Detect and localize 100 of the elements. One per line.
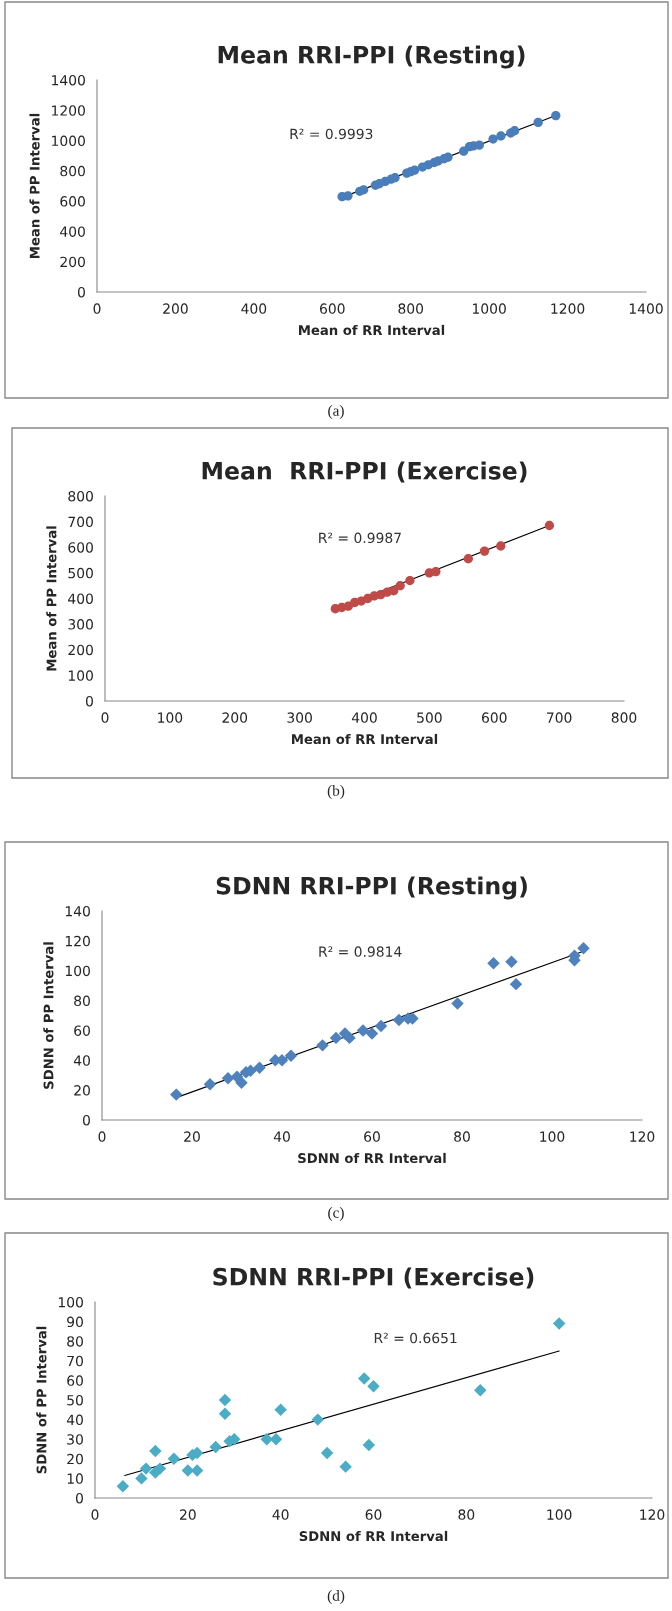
x-tick-label: 0 [98, 1131, 106, 1142]
x-tick-label: 0 [101, 712, 109, 723]
point [479, 546, 490, 556]
y-tick-label: 140 [65, 905, 90, 917]
y-axis-title: SDNN of PP Interval [36, 1326, 47, 1474]
y-tick-label: 120 [65, 935, 90, 947]
y-tick-label: 80 [74, 995, 90, 1007]
text: (d) [327, 1590, 345, 1604]
point [235, 1076, 248, 1089]
x-axis-title: SDNN of RR Interval [299, 1530, 448, 1542]
point [392, 1013, 406, 1027]
y-tick-label: 1000 [52, 135, 85, 147]
point [496, 131, 506, 141]
y-tick-label: 20 [67, 1453, 83, 1465]
x-tick-label: 40 [272, 1509, 289, 1520]
y-tick-label: 500 [68, 567, 93, 579]
y-tick-label: 60 [74, 1025, 90, 1036]
point [359, 185, 369, 195]
point [544, 520, 555, 531]
y-tick-label: 10 [67, 1473, 83, 1484]
point [218, 1407, 232, 1420]
x-tick-label: 800 [398, 303, 424, 314]
point [367, 1380, 380, 1393]
x-tick-label: 400 [241, 303, 267, 314]
y-tick-label: 100 [68, 670, 93, 681]
point [218, 1393, 232, 1407]
text: (a) [328, 405, 344, 419]
x-tick-label: 1200 [551, 303, 585, 314]
point [320, 1446, 334, 1460]
x-tick-label: 40 [273, 1131, 290, 1142]
x-tick-label: 200 [222, 712, 248, 723]
point [362, 1438, 376, 1452]
y-tick-label: 80 [67, 1336, 83, 1347]
x-tick-label: 20 [180, 1509, 196, 1520]
y-tick-label: 90 [67, 1316, 83, 1328]
y-tick-label: 0 [77, 286, 85, 298]
point [358, 1372, 371, 1385]
point [374, 1019, 388, 1033]
point [316, 1039, 329, 1052]
point [190, 1464, 204, 1477]
x-tick-label: 500 [417, 712, 442, 723]
chart-title: Mean RRI-PPI (Exercise) [202, 461, 527, 483]
y-tick-label: 700 [68, 516, 93, 528]
point [488, 134, 498, 144]
point [463, 554, 473, 564]
point [505, 955, 518, 968]
point [149, 1444, 162, 1458]
x-tick-label: 600 [481, 712, 507, 723]
point [443, 152, 453, 162]
chart-title: SDNN RRI-PPI (Resting) [216, 876, 527, 900]
x-axis-title: Mean of RR Interval [292, 733, 438, 745]
x-tick-label: 100 [540, 1131, 565, 1142]
y-tick-label: 600 [60, 196, 85, 207]
annotation: R² = 0.9993 [290, 128, 373, 140]
x-tick-label: 200 [163, 303, 188, 314]
point [343, 191, 353, 201]
x-tick-label: 0 [93, 303, 101, 314]
point [431, 566, 441, 577]
x-axis-title: SDNN of RR Interval [298, 1152, 446, 1164]
point [487, 957, 500, 970]
y-tick-label: 20 [74, 1085, 90, 1096]
point [339, 1460, 352, 1473]
y-tick-label: 0 [75, 1492, 83, 1504]
y-tick-label: 70 [67, 1355, 83, 1367]
point [284, 1049, 298, 1063]
point [167, 1452, 181, 1466]
y-tick-label: 60 [67, 1375, 83, 1386]
x-tick-label: 300 [287, 712, 312, 723]
y-tick-label: 100 [58, 1296, 83, 1308]
y-tick-label: 800 [60, 165, 85, 177]
point [356, 1024, 370, 1037]
x-tick-label: 1000 [472, 303, 506, 314]
point [260, 1432, 273, 1446]
x-tick-label: 100 [158, 712, 183, 723]
text: (c) [328, 1207, 344, 1221]
x-tick-label: 700 [547, 712, 572, 723]
point [395, 581, 405, 591]
point [329, 1031, 343, 1045]
point [221, 1071, 235, 1085]
y-tick-label: 50 [67, 1394, 83, 1406]
x-tick-label: 120 [640, 1509, 665, 1520]
annotation: R² = 0.9814 [319, 946, 402, 957]
y-tick-label: 400 [68, 593, 93, 604]
chart-title: SDNN RRI-PPI (Exercise) [213, 1267, 534, 1289]
x-tick-label: 100 [547, 1509, 572, 1520]
x-tick-label: 80 [454, 1131, 470, 1142]
point [135, 1472, 148, 1485]
y-tick-label: 1200 [52, 105, 85, 116]
y-tick-label: 0 [85, 695, 93, 707]
point [153, 1462, 167, 1475]
x-tick-label: 80 [458, 1509, 475, 1520]
point [203, 1077, 217, 1091]
x-tick-label: 800 [611, 712, 637, 723]
y-tick-label: 100 [65, 965, 90, 977]
y-tick-label: 40 [73, 1055, 90, 1066]
x-tick-label: 20 [184, 1131, 200, 1142]
y-tick-label: 0 [82, 1114, 90, 1126]
point [474, 1383, 487, 1397]
point [405, 575, 415, 586]
x-tick-label: 60 [364, 1131, 380, 1142]
